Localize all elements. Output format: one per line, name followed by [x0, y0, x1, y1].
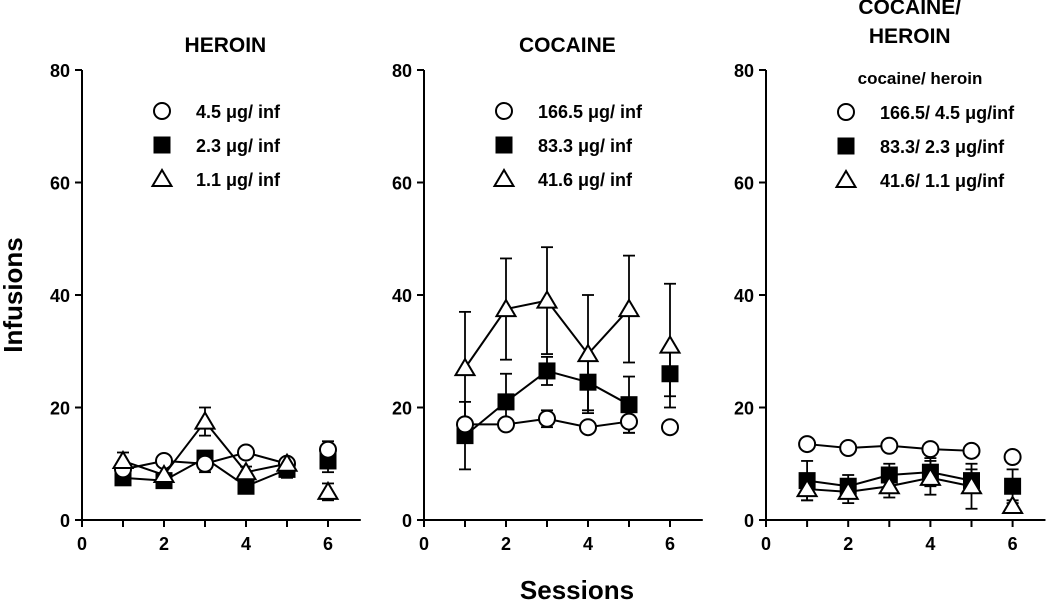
x-tick-label: 6 — [1008, 534, 1018, 554]
data-point — [658, 334, 682, 354]
legend-marker — [837, 103, 855, 121]
panel-2: COCAINE 0 20 40 60 80 0 2 4 6 166.5 μg/ inf 83.3 μg… — [392, 34, 703, 554]
legend-label: 83.3 μg/ inf — [538, 136, 633, 156]
legend-label: 166.5/ 4.5 μg/inf — [880, 103, 1015, 123]
x-tick-label: 0 — [419, 534, 429, 554]
data-point — [535, 289, 559, 309]
y-axis-label: Infusions — [0, 237, 28, 353]
data-point — [579, 373, 597, 391]
data-point — [275, 452, 299, 472]
data-point — [111, 449, 135, 469]
legend-label: 41.6/ 1.1 μg/inf — [880, 171, 1005, 191]
y-tick-label: 20 — [50, 399, 70, 419]
x-tick-label: 2 — [843, 534, 853, 554]
data-point — [839, 439, 858, 457]
y-tick-label: 60 — [50, 174, 70, 194]
panel-1: HEROIN 0 20 40 60 80 0 2 4 6 4.5 μg/ inf 2.3 μg/ in… — [50, 34, 361, 554]
data-point — [538, 362, 556, 380]
x-tick-label: 4 — [583, 534, 593, 554]
legend-marker — [495, 136, 513, 154]
data-point — [921, 440, 940, 459]
legend-marker — [492, 168, 516, 187]
data-point — [497, 393, 515, 411]
data-point — [316, 480, 340, 500]
panel-3: COCAINE/HEROIN 0 20 40 60 80 0 2 4 6 cocaine/ hero… — [734, 0, 1046, 554]
x-tick-label: 0 — [77, 534, 87, 554]
y-tick-label: 80 — [734, 61, 754, 81]
x-tick-label: 0 — [761, 534, 771, 554]
data-point — [576, 343, 600, 363]
data-point — [880, 436, 899, 455]
data-point — [237, 477, 255, 495]
y-tick-label: 60 — [734, 174, 754, 194]
y-tick-label: 0 — [402, 511, 412, 531]
legend-label: 166.5 μg/ inf — [538, 102, 643, 122]
data-point — [661, 418, 679, 437]
y-tick-label: 40 — [392, 286, 412, 306]
x-tick-label: 4 — [241, 534, 251, 554]
y-tick-label: 40 — [50, 286, 70, 306]
x-tick-label: 6 — [323, 534, 333, 554]
y-tick-label: 80 — [50, 61, 70, 81]
legend-marker — [150, 168, 174, 187]
data-point — [538, 409, 556, 428]
data-point — [456, 415, 474, 434]
x-tick-label: 4 — [925, 534, 935, 554]
legend-marker — [837, 137, 855, 155]
y-tick-label: 20 — [734, 399, 754, 419]
y-tick-label: 40 — [734, 286, 754, 306]
y-tick-label: 0 — [744, 511, 754, 531]
legend-heading: cocaine/ heroin — [858, 69, 983, 88]
panel-title: HEROIN — [869, 25, 951, 48]
data-point — [237, 443, 255, 462]
data-point — [497, 415, 515, 434]
x-tick-label: 6 — [665, 534, 675, 554]
data-point — [494, 298, 518, 318]
y-tick-label: 0 — [60, 511, 70, 531]
data-point — [960, 475, 983, 495]
panel-title: HEROIN — [185, 34, 267, 57]
panel-title: COCAINE/ — [858, 0, 961, 19]
x-tick-label: 2 — [159, 534, 169, 554]
y-tick-label: 20 — [392, 399, 412, 419]
data-point — [878, 475, 901, 495]
legend-label: 4.5 μg/ inf — [196, 102, 281, 122]
data-point — [196, 454, 214, 473]
legend-marker — [153, 102, 171, 120]
legend-marker — [495, 102, 513, 120]
y-tick-label: 60 — [392, 174, 412, 194]
y-tick-label: 80 — [392, 61, 412, 81]
x-tick-label: 2 — [501, 534, 511, 554]
data-point — [617, 298, 641, 318]
panel-title: COCAINE — [519, 34, 616, 57]
data-point — [1004, 477, 1022, 495]
legend-label: 41.6 μg/ inf — [538, 170, 633, 190]
data-point — [620, 396, 638, 414]
legend-marker — [834, 169, 858, 188]
legend-marker — [153, 136, 171, 154]
data-point — [1001, 494, 1024, 514]
data-point — [193, 410, 217, 430]
data-point — [919, 466, 942, 486]
data-point — [319, 440, 337, 459]
data-point — [620, 412, 638, 431]
legend-label: 2.3 μg/ inf — [196, 136, 281, 156]
data-point — [1003, 448, 1022, 466]
data-point — [661, 365, 679, 383]
legend-label: 83.3/ 2.3 μg/inf — [880, 137, 1005, 157]
legend-label: 1.1 μg/ inf — [196, 170, 281, 190]
data-point — [453, 357, 477, 377]
data-point — [962, 441, 981, 460]
x-axis-label: Sessions — [520, 575, 634, 601]
data-point — [152, 464, 176, 483]
data-point — [579, 418, 597, 437]
data-point — [836, 480, 860, 500]
data-point — [795, 478, 819, 498]
data-point — [234, 461, 258, 481]
data-point — [798, 435, 817, 454]
